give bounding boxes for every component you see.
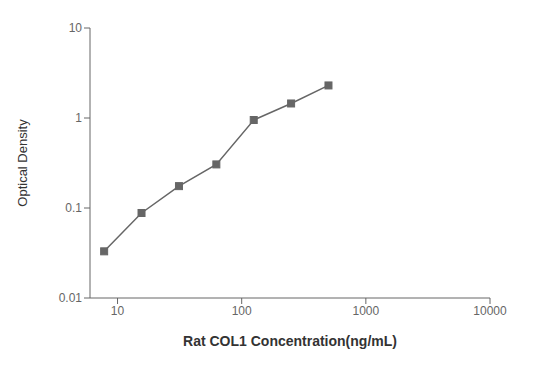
svg-text:100: 100 [232,304,252,318]
svg-text:10: 10 [111,304,125,318]
svg-text:Rat COL1 Concentration(ng/mL): Rat COL1 Concentration(ng/mL) [183,333,397,349]
svg-text:0.01: 0.01 [59,291,83,305]
svg-text:10: 10 [69,21,83,35]
svg-text:Optical Density: Optical Density [15,119,30,207]
svg-text:1: 1 [75,111,82,125]
svg-text:0.1: 0.1 [65,201,82,215]
svg-text:10000: 10000 [473,304,507,318]
svg-text:1000: 1000 [352,304,379,318]
